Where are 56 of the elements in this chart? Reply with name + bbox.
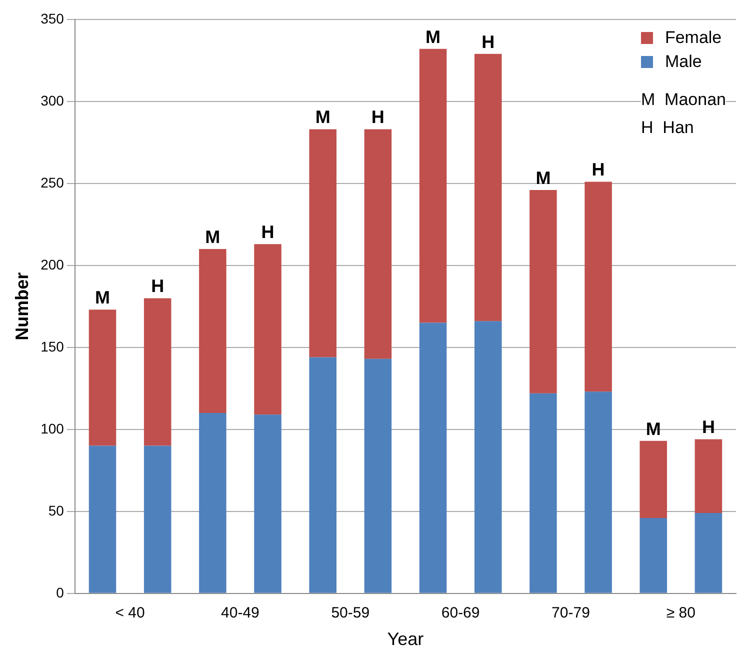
bar [584, 182, 612, 392]
bar [530, 393, 557, 593]
bar [199, 413, 226, 593]
x-axis-title: Year [387, 629, 424, 650]
y-tick-label: 300 [40, 92, 64, 108]
legend-label: Male [664, 52, 702, 72]
bar [309, 129, 336, 358]
annotation: M Maonan [640, 90, 726, 110]
x-tick-label: 70-79 [552, 604, 590, 622]
y-tick-label: 150 [40, 338, 64, 354]
y-tick-label: 100 [40, 420, 64, 436]
x-tick-label: 50-59 [331, 604, 370, 622]
bar [640, 440, 668, 518]
bar [474, 54, 502, 322]
data-label: H [151, 276, 164, 296]
x-tick-label: 60-69 [441, 604, 480, 622]
y-tick-label: 0 [56, 584, 64, 600]
bar [364, 129, 392, 359]
y-axis-title: Number [12, 272, 32, 340]
bar [419, 322, 447, 593]
bar [254, 414, 282, 593]
bar [640, 518, 668, 593]
bar [474, 321, 502, 593]
bar [364, 358, 392, 593]
data-label: H [482, 32, 495, 52]
bar [88, 310, 116, 446]
x-tick-label: < 40 [115, 604, 145, 622]
data-label: H [371, 107, 384, 128]
data-label: M [646, 418, 661, 439]
bar [144, 298, 172, 446]
bar [254, 244, 282, 415]
y-tick-label: 350 [40, 10, 64, 26]
bar [694, 513, 722, 593]
bar [309, 357, 336, 593]
bar [694, 439, 722, 514]
bar [584, 392, 612, 593]
data-label: H [592, 160, 605, 180]
y-tick-label: 50 [48, 502, 64, 518]
bar [419, 48, 447, 323]
y-tick-label: 250 [40, 174, 64, 190]
legend-label: Female [664, 28, 722, 48]
data-label: M [536, 168, 551, 188]
data-label: M [315, 107, 330, 128]
bar [530, 190, 557, 394]
x-tick-label: 40-49 [221, 604, 260, 622]
data-label: H [261, 222, 274, 242]
bar [144, 446, 172, 593]
y-tick-label: 200 [40, 256, 64, 272]
bar [88, 446, 116, 593]
annotation: H Han [640, 118, 695, 138]
x-tick-label: ≥ 80 [666, 604, 696, 622]
data-label: M [426, 26, 441, 47]
bar [199, 249, 226, 413]
data-label: H [702, 417, 715, 438]
data-label: M [95, 288, 110, 308]
data-label: M [205, 226, 220, 247]
